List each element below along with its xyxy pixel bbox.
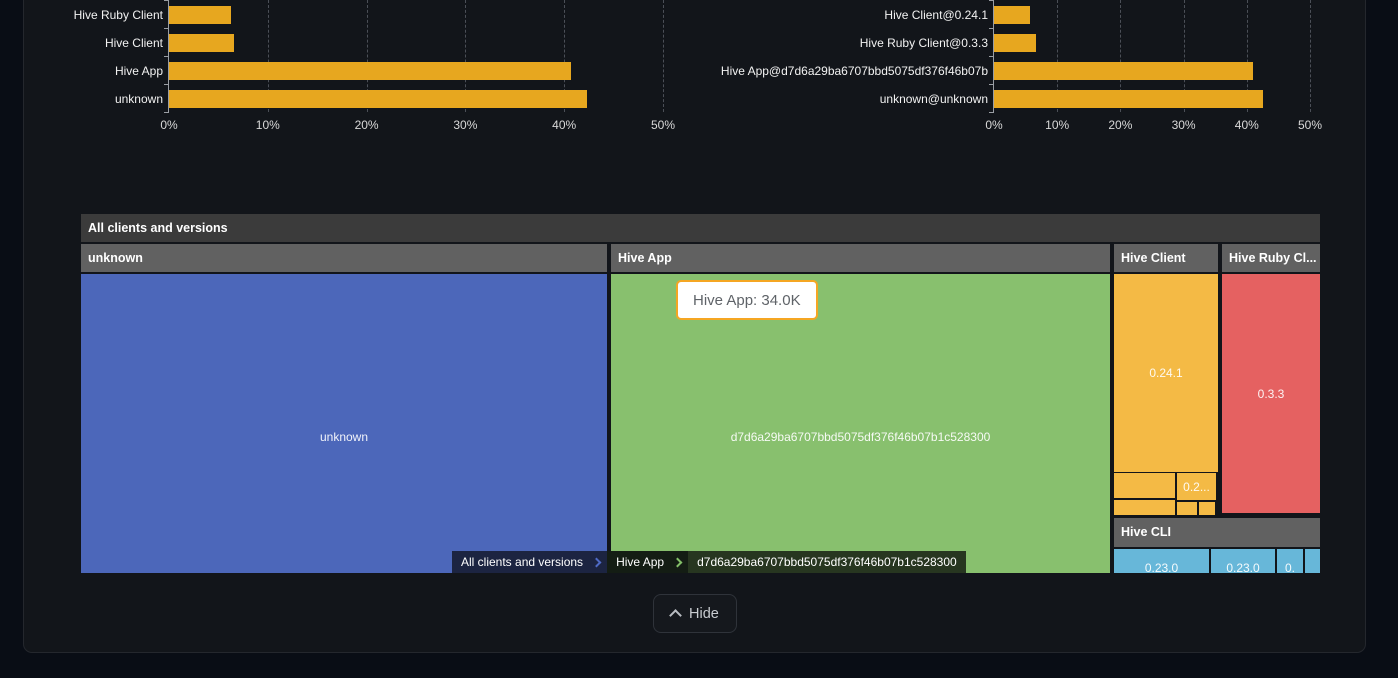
breadcrumb: All clients and versions Hive App d7d6a29b…	[452, 551, 966, 573]
y-axis-tick	[164, 28, 169, 29]
treemap-node[interactable]: 0.2...	[1177, 473, 1216, 500]
y-axis-tick	[164, 56, 169, 57]
x-axis-tick-label: 40%	[1234, 118, 1259, 132]
treemap-section-header[interactable]: Hive Client	[1114, 244, 1218, 272]
tooltip-text: Hive App: 34.0K	[693, 291, 801, 309]
treemap-node[interactable]: 0.23.0	[1114, 549, 1209, 573]
breadcrumb-item-label: Hive App	[616, 555, 665, 569]
gridline	[267, 0, 269, 112]
treemap-node[interactable]	[1114, 473, 1175, 498]
y-axis-tick	[164, 84, 169, 85]
bar-category-label: Hive Client@0.24.1	[884, 8, 988, 22]
bar-category-label: Hive Client	[104, 36, 163, 50]
bar-Hive App@d7d6a29ba6707bbd5075df376f46b07b[interactable]	[994, 62, 1254, 80]
treemap-node[interactable]	[1114, 500, 1175, 515]
gridline	[564, 0, 566, 112]
treemap-node[interactable]	[1177, 502, 1197, 515]
y-axis-tick	[164, 112, 169, 113]
treemap-title-bar[interactable]: All clients and versions	[81, 214, 1320, 242]
x-axis-tick-label: 30%	[1171, 118, 1196, 132]
hide-button[interactable]: Hide	[653, 594, 737, 633]
bar-category-label: unknown@unknown	[879, 92, 988, 106]
x-axis-tick-label: 50%	[1297, 118, 1323, 132]
treemap-tooltip: Hive App: 34.0K	[676, 280, 818, 320]
chevron-up-icon	[669, 609, 682, 622]
x-axis-tick-label: 40%	[552, 118, 577, 132]
treemap-section-header[interactable]: Hive Ruby Cl...	[1222, 244, 1320, 272]
bar-unknown[interactable]	[169, 90, 587, 108]
clients-bar-chart-labels: Hive Ruby Client Hive Client Hive App unkno…	[0, 0, 163, 112]
x-axis-tick-label: 50%	[650, 118, 676, 132]
x-axis-tick-label: 20%	[1108, 118, 1133, 132]
x-axis-tick-label: 0%	[985, 118, 1003, 132]
gridline	[1120, 0, 1122, 112]
treemap-node[interactable]: d7d6a29ba6707bbd5075df376f46b07b1c528300	[611, 274, 1110, 573]
y-axis-tick	[989, 84, 994, 85]
y-axis-tick	[989, 56, 994, 57]
client-versions-bar-chart-plot: 0% 10% 20% 30% 40% 50%	[985, 0, 1322, 132]
clients-bar-chart-plot: 0% 10% 20% 30% 40% 50%	[160, 0, 675, 132]
treemap-node[interactable]	[1199, 502, 1215, 515]
hide-button-label: Hide	[689, 605, 719, 622]
treemap-node[interactable]	[1305, 549, 1320, 573]
y-axis-tick	[164, 0, 169, 1]
gridline	[663, 0, 664, 112]
bar-category-label: Hive App@d7d6a29ba6707bbd5075df376f46b07…	[720, 64, 988, 78]
gridline	[366, 0, 368, 112]
y-axis-tick	[989, 0, 994, 1]
clients-share-bar-chart: Hive Ruby Client Hive Client Hive App unkno…	[0, 0, 680, 140]
treemap-node[interactable]: unknown	[81, 274, 607, 573]
x-axis-tick-label: 30%	[453, 118, 478, 132]
treemap-section-header[interactable]: Hive CLI	[1114, 518, 1320, 547]
clients-versions-treemap: All clients and versions unknown Hive App…	[81, 214, 1320, 573]
client-versions-share-bar-chart: Hive Client@0.24.1 Hive Ruby Client@0.3.3…	[700, 0, 1390, 140]
client-versions-bar-chart-labels: Hive Client@0.24.1 Hive Ruby Client@0.3.3…	[700, 0, 988, 112]
bar-Hive Client@0.24.1[interactable]	[994, 6, 1031, 24]
chevron-right-icon	[591, 557, 602, 567]
gridline	[1310, 0, 1311, 112]
bar-category-label: Hive Ruby Client	[73, 8, 163, 22]
x-axis-tick-label: 20%	[354, 118, 379, 132]
treemap-section-header[interactable]: Hive App	[611, 244, 1110, 272]
bar-Hive App[interactable]	[169, 62, 572, 80]
chevron-right-icon	[672, 557, 683, 567]
treemap-section-header[interactable]: unknown	[81, 244, 607, 272]
gridline	[1246, 0, 1248, 112]
x-axis-tick-label: 10%	[1045, 118, 1070, 132]
bar-category-label: Hive App	[114, 64, 163, 78]
y-axis-tick	[989, 112, 994, 113]
treemap-node[interactable]: 0.23.0	[1211, 549, 1275, 573]
treemap-node[interactable]: 0.24.1	[1114, 274, 1218, 472]
bar-Hive Ruby Client[interactable]	[169, 6, 232, 24]
bar-unknown@unknown[interactable]	[994, 90, 1263, 108]
bar-Hive Client[interactable]	[169, 34, 235, 52]
treemap-node[interactable]: 0.	[1277, 549, 1303, 573]
gridline	[1183, 0, 1185, 112]
x-axis-tick-label: 0%	[160, 118, 178, 132]
breadcrumb-item[interactable]: Hive App	[607, 551, 689, 573]
breadcrumb-item[interactable]: All clients and versions	[452, 551, 608, 573]
breadcrumb-item-label: All clients and versions	[461, 555, 584, 569]
gridline	[1057, 0, 1059, 112]
breadcrumb-item-label: d7d6a29ba6707bbd5075df376f46b07b1c528300	[697, 555, 957, 569]
gridline	[465, 0, 467, 112]
breadcrumb-item[interactable]: d7d6a29ba6707bbd5075df376f46b07b1c528300	[688, 551, 966, 573]
y-axis-tick	[989, 28, 994, 29]
x-axis-tick-label: 10%	[255, 118, 280, 132]
bar-category-label: unknown	[114, 92, 163, 106]
treemap-node[interactable]: 0.3.3	[1222, 274, 1320, 513]
bar-category-label: Hive Ruby Client@0.3.3	[859, 36, 988, 50]
bar-Hive Ruby Client@0.3.3[interactable]	[994, 34, 1036, 52]
